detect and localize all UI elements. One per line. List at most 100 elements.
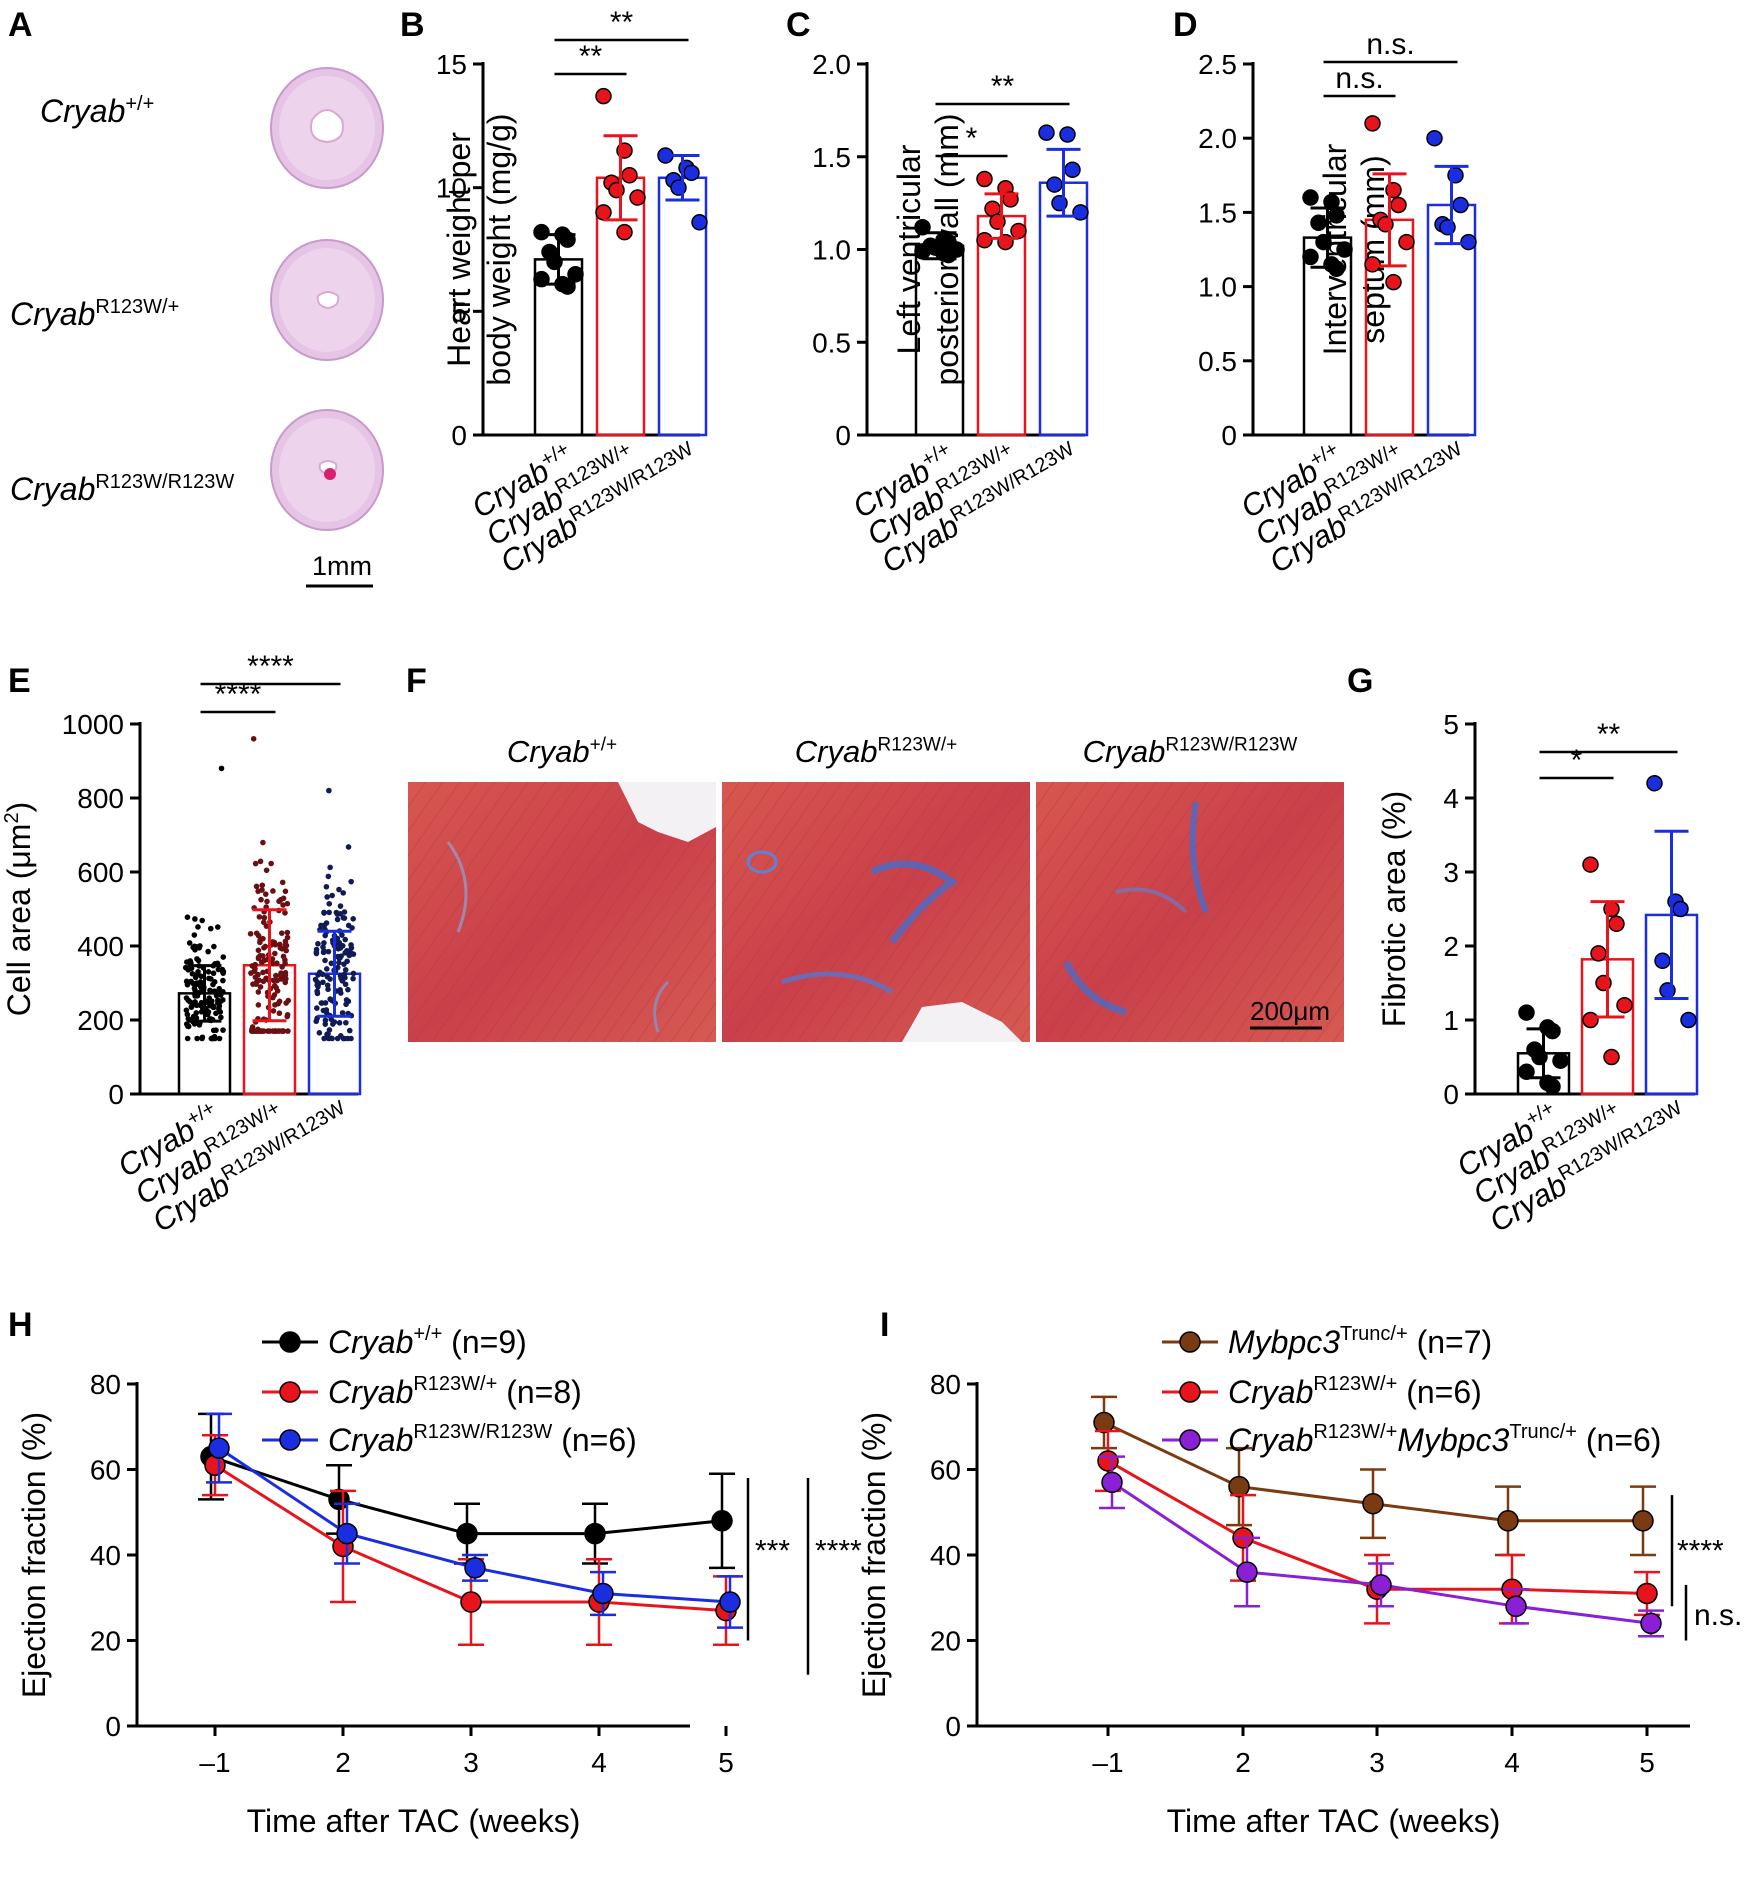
data-point <box>274 960 280 966</box>
scale-label-1mm: 1mm <box>312 551 372 581</box>
histology-title-hom: CryabR123W/R123W <box>1082 734 1298 769</box>
data-point <box>199 1035 205 1042</box>
data-point <box>350 915 356 922</box>
data-point <box>255 947 262 954</box>
data-point <box>321 948 327 954</box>
y-axis-label: Heart weight per <box>441 132 477 367</box>
legend-text: (n=6) <box>552 1422 636 1458</box>
data-point <box>257 984 264 990</box>
data-point <box>184 1011 191 1018</box>
data-point <box>914 218 931 236</box>
legend-text: Cryab <box>328 1324 413 1360</box>
series-point <box>460 1591 482 1613</box>
data-point <box>315 940 321 947</box>
data-point <box>315 983 321 990</box>
panel-letter-i: I <box>880 1306 889 1344</box>
y-axis-label: Cell area (μm2) <box>1 802 37 1016</box>
legend-text: (n=6) <box>1397 1374 1481 1410</box>
y-tick-label: 800 <box>77 783 124 814</box>
histology-image-het <box>722 782 1030 1042</box>
data-point <box>1398 233 1415 251</box>
data-point <box>218 765 225 772</box>
data-point <box>261 914 268 921</box>
histology-het: CryabR123W/+ <box>722 734 1030 1042</box>
data-point <box>183 1007 190 1014</box>
data-point <box>322 1000 329 1006</box>
data-point <box>1452 196 1469 214</box>
series-point <box>584 1522 606 1545</box>
y-tick-label: 600 <box>77 857 124 888</box>
data-point <box>316 1030 323 1036</box>
panel-letter-b: B <box>400 6 425 44</box>
data-point <box>198 973 204 980</box>
significance-label: n.s. <box>1335 62 1383 95</box>
data-point <box>345 844 352 850</box>
data-point <box>256 1028 262 1034</box>
data-point <box>342 936 349 943</box>
histology-title-het: CryabR123W/+ <box>794 734 958 769</box>
data-point <box>260 1028 267 1034</box>
data-point <box>211 943 217 950</box>
data-point <box>274 988 281 994</box>
data-point <box>327 996 334 1003</box>
data-point <box>1385 273 1402 291</box>
series-point <box>464 1557 486 1579</box>
data-point <box>280 1028 287 1034</box>
legend-superscript: Trunc/+ <box>1340 1323 1408 1345</box>
data-point <box>1302 248 1319 266</box>
data-point <box>1608 915 1625 933</box>
legend-marker <box>1179 1331 1201 1353</box>
data-point <box>276 998 283 1005</box>
series-point <box>336 1522 358 1545</box>
data-point <box>1064 161 1081 178</box>
data-point <box>215 966 222 973</box>
genotype-label-2: CryabR123W/R123W​ <box>10 471 234 507</box>
series-point <box>1497 1510 1519 1532</box>
data-point <box>340 1035 347 1042</box>
legend-text: (n=7) <box>1408 1324 1492 1360</box>
heart-section-1 <box>270 239 384 361</box>
data-point <box>342 950 348 956</box>
data-point <box>282 979 289 986</box>
data-point <box>324 982 331 989</box>
data-point <box>253 883 260 890</box>
data-point <box>340 890 347 896</box>
data-point <box>213 1010 219 1017</box>
data-point <box>212 1035 218 1042</box>
x-tick-label: –1 <box>1092 1747 1123 1778</box>
heart-section-0 <box>270 67 384 189</box>
y-tick-label: 15 <box>436 49 467 80</box>
series-point <box>1362 1492 1384 1515</box>
genotype-base: Cryab <box>10 471 95 507</box>
data-point <box>184 1035 191 1042</box>
data-point <box>314 979 321 985</box>
data-point <box>252 974 259 980</box>
series-point <box>456 1522 478 1545</box>
data-point <box>196 1022 203 1028</box>
y-tick-label: 5 <box>451 296 467 327</box>
data-point <box>691 214 708 231</box>
legend-text: Cryab <box>328 1422 413 1458</box>
histology-image-hom: 200μm <box>1036 782 1344 1042</box>
x-tick-label: 3 <box>1369 1747 1385 1778</box>
data-point <box>189 970 196 977</box>
series-point <box>719 1591 741 1613</box>
data-point <box>207 925 214 932</box>
significance-label: * <box>1571 744 1583 777</box>
significance-label: **** <box>815 1535 862 1568</box>
data-point <box>335 946 342 952</box>
data-point <box>257 858 264 865</box>
data-point <box>272 950 278 957</box>
data-point <box>327 864 333 871</box>
series-point <box>1093 1411 1115 1434</box>
data-point <box>255 989 262 995</box>
data-point <box>342 967 349 973</box>
data-point <box>260 953 266 959</box>
data-point <box>1518 1004 1535 1021</box>
data-point <box>260 978 267 985</box>
y-tick-label: 80 <box>90 1369 121 1400</box>
histology-title-wt: Cryab+/+ <box>506 734 618 769</box>
